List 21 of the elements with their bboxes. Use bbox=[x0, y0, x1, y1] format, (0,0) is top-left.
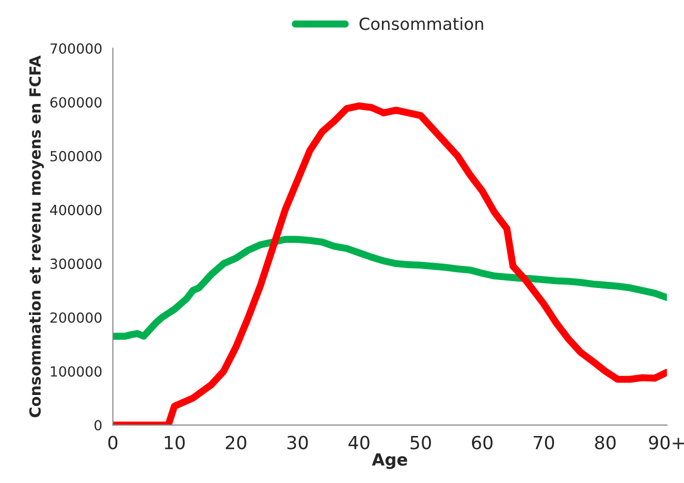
y-tick-label: 0 bbox=[94, 420, 102, 431]
x-tick-label: 80 bbox=[595, 436, 616, 450]
x-tick-label: 60 bbox=[472, 436, 493, 450]
y-tick-label: 600000 bbox=[50, 97, 102, 108]
x-tick-label: 20 bbox=[226, 436, 246, 450]
legend-label: Consommation bbox=[360, 17, 484, 30]
x-tick-label: 0 bbox=[108, 436, 118, 450]
x-tick-label: 70 bbox=[534, 436, 554, 450]
y-tick-label: 400000 bbox=[50, 204, 102, 216]
y-axis-title: Consommation et revenu moyens en FCFA bbox=[28, 55, 44, 418]
x-tick-label: 40 bbox=[348, 436, 370, 450]
x-tick-label: 50 bbox=[410, 436, 431, 450]
y-tick-label: 100000 bbox=[50, 366, 102, 377]
x-axis-title: Age bbox=[372, 453, 408, 470]
y-tick-label: 300000 bbox=[50, 258, 102, 270]
x-tick-label: 30 bbox=[287, 436, 308, 450]
x-tick-label: 90+ bbox=[648, 436, 684, 450]
y-tick-label: 200000 bbox=[50, 312, 102, 323]
y-tick-label: 700000 bbox=[50, 43, 102, 54]
x-tick-label: 10 bbox=[164, 436, 185, 450]
y-tick-label: 500000 bbox=[50, 150, 102, 162]
